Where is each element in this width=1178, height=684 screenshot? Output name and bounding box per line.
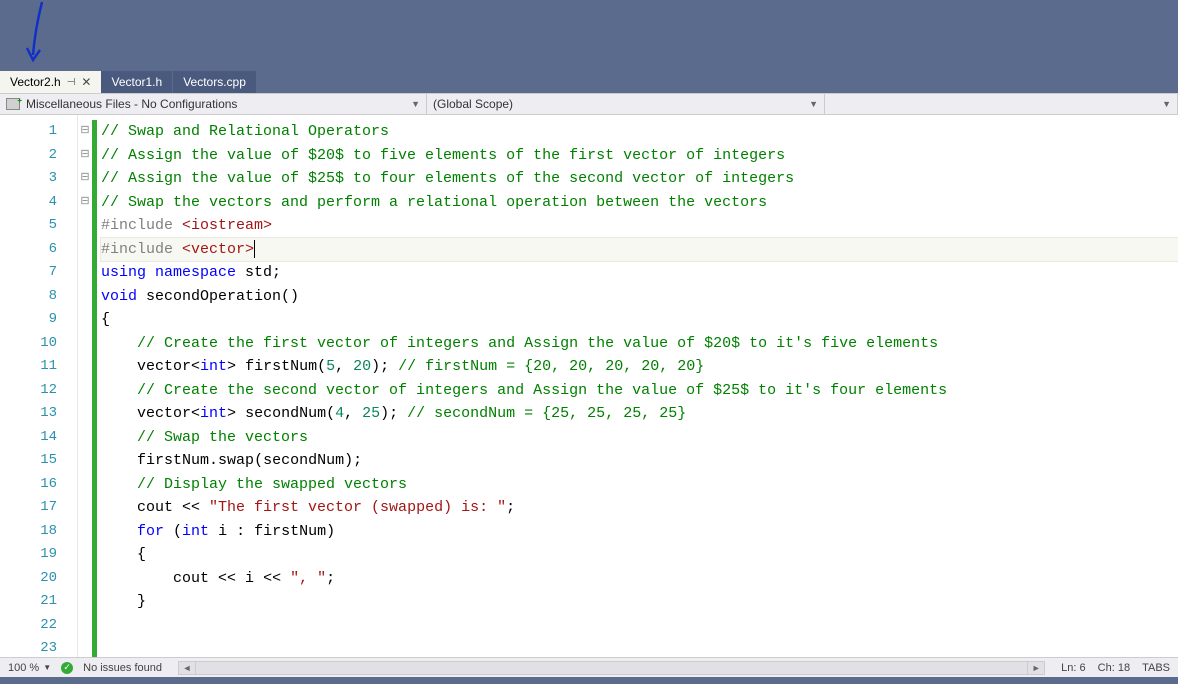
code-line[interactable]: { [101, 308, 1178, 332]
tab-label: Vector1.h [111, 75, 162, 89]
line-number: 17 [0, 496, 57, 520]
indent-mode[interactable]: TABS [1142, 662, 1170, 674]
project-selector[interactable]: Miscellaneous Files - No Configurations … [0, 94, 427, 114]
code-line[interactable]: // Display the swapped vectors [101, 473, 1178, 497]
line-number: 16 [0, 473, 57, 497]
chevron-down-icon: ▼ [411, 99, 420, 109]
line-number: 1 [0, 120, 57, 144]
horizontal-scrollbar[interactable] [178, 661, 1045, 675]
code-line[interactable]: // Assign the value of $20$ to five elem… [101, 144, 1178, 168]
text-cursor [254, 240, 255, 258]
status-ok-icon: ✓ [61, 662, 73, 674]
member-selector[interactable]: ▼ [825, 94, 1178, 114]
scope-selector[interactable]: (Global Scope) ▼ [427, 94, 825, 114]
line-number: 12 [0, 379, 57, 403]
line-number: 11 [0, 355, 57, 379]
line-number: 18 [0, 520, 57, 544]
chevron-down-icon: ▼ [43, 663, 51, 672]
code-line[interactable]: void secondOperation() [101, 285, 1178, 309]
code-area[interactable]: // Swap and Relational Operators// Assig… [97, 115, 1178, 657]
code-line[interactable]: } [101, 590, 1178, 614]
line-number: 3 [0, 167, 57, 191]
code-editor[interactable]: 123456789101112131415161718192021222324 … [0, 115, 1178, 657]
line-number: 6 [0, 238, 57, 262]
navigation-bar: Miscellaneous Files - No Configurations … [0, 93, 1178, 115]
line-number: 7 [0, 261, 57, 285]
tab-label: Vectors.cpp [183, 75, 246, 89]
code-line[interactable]: #include <vector> [101, 238, 1178, 262]
tab-label: Vector2.h [10, 75, 61, 89]
project-label: Miscellaneous Files - No Configurations [26, 97, 237, 111]
code-line[interactable]: firstNum.swap(secondNum); [101, 449, 1178, 473]
scope-label: (Global Scope) [433, 97, 513, 111]
code-line[interactable]: // Create the second vector of integers … [101, 379, 1178, 403]
annotation-arrow [0, 0, 60, 65]
code-line[interactable]: for (int i : firstNum) [101, 520, 1178, 544]
status-bar: 100 % ▼ ✓ No issues found Ln: 6 Ch: 18 T… [0, 657, 1178, 677]
tab-bar: Vector2.h ⊣ ✕ Vector1.h Vectors.cpp [0, 71, 1178, 93]
line-number: 9 [0, 308, 57, 332]
code-line[interactable]: vector<int> firstNum(5, 20); // firstNum… [101, 355, 1178, 379]
code-line[interactable]: // Assign the value of $25$ to four elem… [101, 167, 1178, 191]
code-line[interactable]: vector<int> secondNum(4, 25); // secondN… [101, 402, 1178, 426]
line-number: 22 [0, 614, 57, 638]
code-line[interactable]: cout << i << ", "; [101, 567, 1178, 591]
chevron-down-icon: ▼ [809, 99, 818, 109]
line-number: 10 [0, 332, 57, 356]
zoom-value: 100 % [8, 662, 39, 674]
tab-vector2-h[interactable]: Vector2.h ⊣ ✕ [0, 71, 101, 93]
line-number: 5 [0, 214, 57, 238]
project-icon [6, 98, 20, 110]
fold-column[interactable]: ⊟⊟⊟⊟ [78, 115, 92, 657]
code-line[interactable]: // Swap and Relational Operators [101, 120, 1178, 144]
code-line[interactable]: { [101, 543, 1178, 567]
line-number: 14 [0, 426, 57, 450]
line-number: 20 [0, 567, 57, 591]
issues-text: No issues found [83, 662, 162, 674]
fold-toggle[interactable]: ⊟ [78, 191, 92, 215]
code-line[interactable]: #include <iostream> [101, 214, 1178, 238]
code-line[interactable]: // Swap the vectors and perform a relati… [101, 191, 1178, 215]
col-indicator: Ch: 18 [1098, 662, 1130, 674]
line-number: 4 [0, 191, 57, 215]
line-indicator: Ln: 6 [1061, 662, 1085, 674]
line-number: 8 [0, 285, 57, 309]
line-number: 15 [0, 449, 57, 473]
line-number: 2 [0, 144, 57, 168]
code-line[interactable]: // Create the first vector of integers a… [101, 332, 1178, 356]
tab-vectors-cpp[interactable]: Vectors.cpp [173, 71, 257, 93]
close-icon[interactable]: ✕ [81, 75, 91, 89]
fold-toggle[interactable]: ⊟ [78, 144, 92, 168]
tab-vector1-h[interactable]: Vector1.h [101, 71, 173, 93]
pin-icon[interactable]: ⊣ [67, 77, 76, 88]
line-number: 19 [0, 543, 57, 567]
line-number: 13 [0, 402, 57, 426]
fold-toggle[interactable]: ⊟ [78, 120, 92, 144]
line-number-gutter: 123456789101112131415161718192021222324 [0, 115, 78, 657]
code-line[interactable]: // Swap the vectors [101, 426, 1178, 450]
fold-toggle[interactable]: ⊟ [78, 167, 92, 191]
line-number: 21 [0, 590, 57, 614]
code-line[interactable]: using namespace std; [101, 261, 1178, 285]
zoom-selector[interactable]: 100 % ▼ [8, 662, 51, 674]
code-line[interactable]: cout << "The first vector (swapped) is: … [101, 496, 1178, 520]
chevron-down-icon: ▼ [1162, 99, 1171, 109]
